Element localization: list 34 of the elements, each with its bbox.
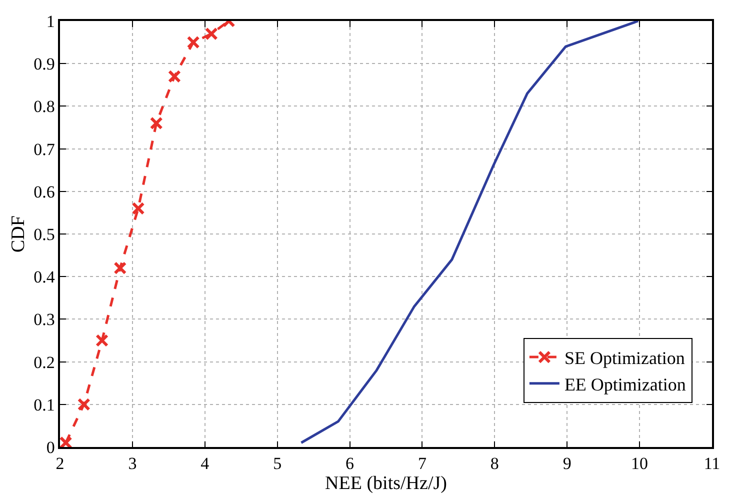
x-tick-label: 4 <box>200 454 210 474</box>
y-tick-label: 0.1 <box>34 395 55 414</box>
legend-label: EE Optimization <box>564 374 686 394</box>
y-tick-label: 0.8 <box>34 97 55 116</box>
y-tick-label: 0.3 <box>34 310 55 330</box>
point <box>186 36 200 49</box>
point <box>60 436 72 447</box>
x-axis-title: NEE (bits/Hz/J) <box>325 473 447 494</box>
y-tick-label: 1 <box>46 12 55 31</box>
x-tick-label: 6 <box>346 454 354 474</box>
x-tick-label: 3 <box>128 454 137 474</box>
x-tick-label: 9 <box>562 454 572 474</box>
y-tick-label: 0.2 <box>34 352 55 372</box>
point <box>150 116 163 130</box>
y-tick-label: 0 <box>46 438 55 457</box>
point <box>132 202 145 215</box>
x-tick-label: 2 <box>56 454 64 474</box>
point <box>168 70 181 83</box>
y-tick-label: 0.4 <box>34 268 56 287</box>
x-tick-label: 11 <box>704 454 720 474</box>
x-tick-label: 7 <box>418 454 427 474</box>
x-tick-label: 10 <box>631 454 648 474</box>
y-tick-label: 0.6 <box>34 182 55 202</box>
legend-label: SE Optimization <box>564 348 685 368</box>
point <box>77 398 90 411</box>
y-tick-label: 0.5 <box>34 224 55 244</box>
point <box>114 262 127 275</box>
y-tick-label: 0.7 <box>34 140 56 159</box>
x-tick-label: 5 <box>273 454 282 474</box>
point <box>96 334 109 347</box>
x-tick-label: 8 <box>490 454 499 474</box>
point <box>204 27 218 40</box>
y-axis-title: CDF <box>8 216 29 252</box>
y-tick-label: 0.9 <box>34 54 55 74</box>
